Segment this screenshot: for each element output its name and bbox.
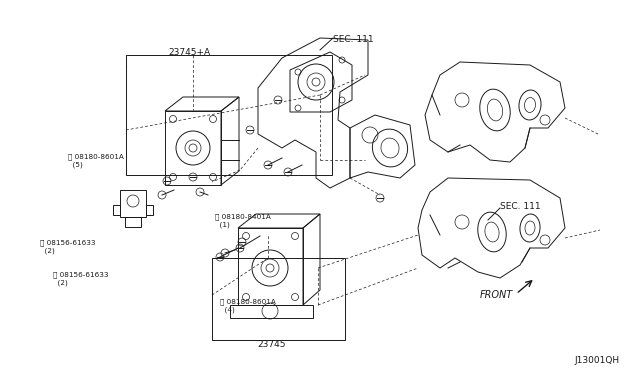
Text: J13001QH: J13001QH: [575, 356, 620, 365]
Text: 23745: 23745: [258, 340, 286, 349]
Text: SEC. 111: SEC. 111: [333, 35, 374, 44]
Text: Ⓑ 08156-61633
  (2): Ⓑ 08156-61633 (2): [53, 271, 109, 286]
Text: Ⓑ 08180-8401A
  (1): Ⓑ 08180-8401A (1): [215, 213, 271, 228]
Text: SEC. 111: SEC. 111: [500, 202, 541, 211]
Text: FRONT: FRONT: [480, 290, 513, 300]
Bar: [126, 55, 332, 175]
Bar: [212, 258, 345, 340]
Text: Ⓑ 08156-61633
  (2): Ⓑ 08156-61633 (2): [40, 239, 95, 254]
Text: 23745+A: 23745+A: [168, 48, 210, 57]
Text: Ⓑ 08180-8601A
  (4): Ⓑ 08180-8601A (4): [220, 298, 276, 313]
Text: Ⓑ 08180-8601A
  (5): Ⓑ 08180-8601A (5): [68, 153, 124, 168]
